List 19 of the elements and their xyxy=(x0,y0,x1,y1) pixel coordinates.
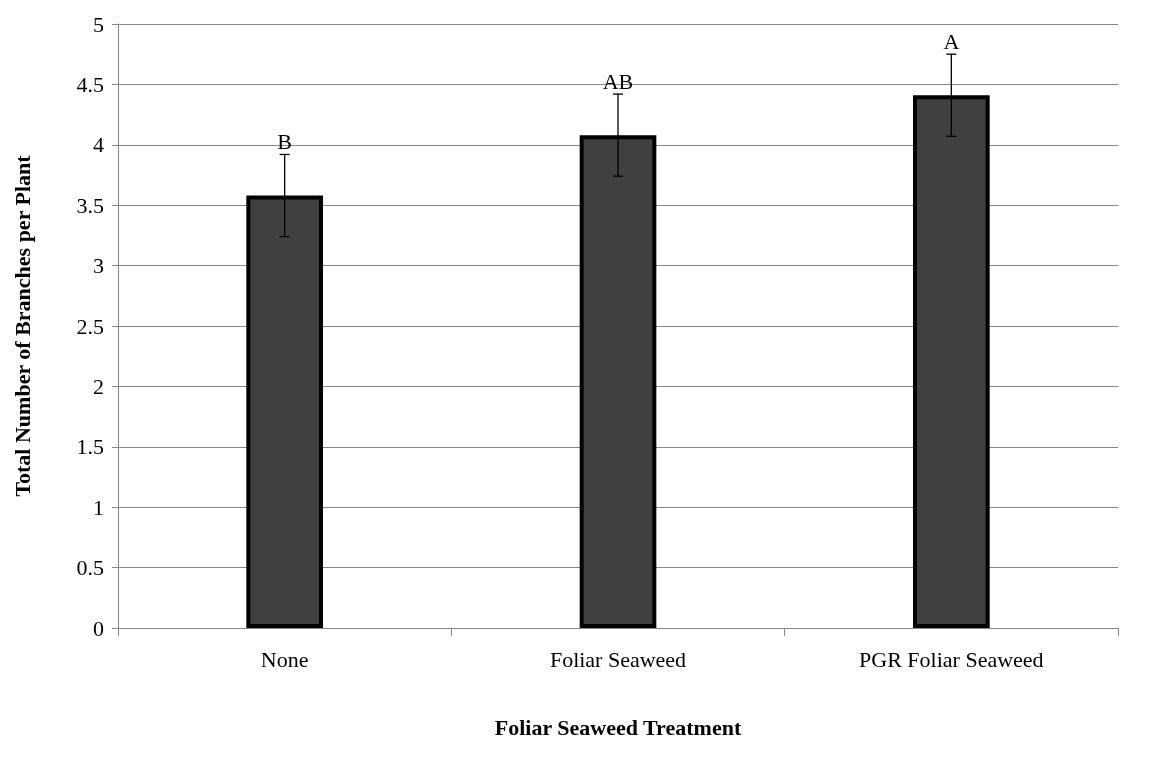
y-tick-label: 2 xyxy=(93,373,104,399)
y-tick-label: 3 xyxy=(93,253,104,279)
y-axis-title: Total Number of Branches per Plant xyxy=(9,154,35,497)
annotation: B xyxy=(277,128,293,154)
y-tick-label: 4 xyxy=(93,132,104,158)
x-tick-label: Foliar Seaweed xyxy=(549,646,687,672)
y-tick-label: 1 xyxy=(93,494,104,520)
y-tick-label: 1.5 xyxy=(76,434,104,460)
x-tick-label: None xyxy=(260,646,309,672)
y-tick-label: 0 xyxy=(93,615,104,641)
y-tick-label: 2.5 xyxy=(76,313,104,339)
y-tick-label: 0.5 xyxy=(76,555,104,581)
y-tick-label: 4.5 xyxy=(76,71,104,97)
y-tick-label: 3.5 xyxy=(76,192,104,218)
x-tick-label: PGR Foliar Seaweed xyxy=(859,646,1044,672)
annotation: A xyxy=(943,28,960,54)
y-tick-label: 5 xyxy=(93,11,104,37)
annotation: AB xyxy=(602,68,634,94)
x-axis-title: Foliar Seaweed Treatment xyxy=(494,714,742,740)
